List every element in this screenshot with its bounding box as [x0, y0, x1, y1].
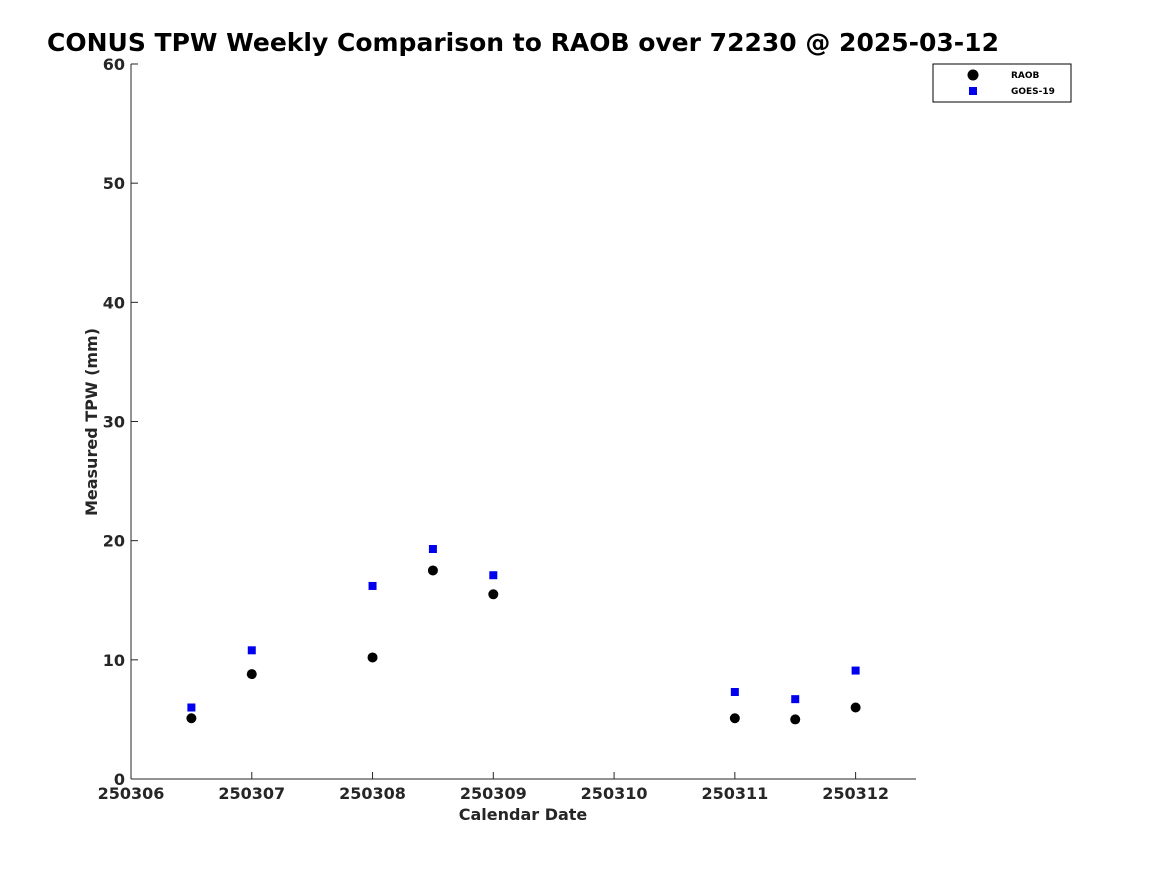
- point-goes-19: [791, 695, 800, 704]
- chart-title: CONUS TPW Weekly Comparison to RAOB over…: [47, 28, 999, 57]
- point-goes-19: [247, 646, 256, 655]
- x-tick-label: 250311: [701, 784, 768, 803]
- point-goes-19: [187, 703, 196, 712]
- y-axis-label: Measured TPW (mm): [82, 328, 101, 516]
- point-raob: [186, 713, 197, 724]
- y-tick-label: 30: [103, 413, 125, 432]
- y-tick-label: 50: [103, 174, 125, 193]
- y-tick-label: 40: [103, 293, 125, 312]
- x-tick-label: 250306: [98, 784, 165, 803]
- x-tick-label: 250307: [218, 784, 285, 803]
- point-raob: [427, 565, 438, 576]
- point-raob: [488, 589, 499, 600]
- data-points: [186, 545, 861, 725]
- x-tick-label: 250310: [581, 784, 648, 803]
- y-tick-label: 10: [103, 651, 125, 670]
- legend-marker-goes: [969, 87, 977, 95]
- point-goes-19: [489, 571, 498, 580]
- y-ticks: 0 10 20 30 40 50 60: [103, 55, 138, 789]
- legend-marker-raob: [967, 69, 979, 81]
- legend: RAOB GOES-19: [932, 63, 1072, 103]
- point-raob: [850, 702, 861, 713]
- legend-label-goes: GOES-19: [1011, 87, 1055, 97]
- point-goes-19: [730, 688, 739, 697]
- legend-box: [932, 63, 1072, 103]
- x-tick-label: 250309: [460, 784, 527, 803]
- x-tick-label: 250308: [339, 784, 406, 803]
- x-ticks: 250306 250307 250308 250309 250310 250311 2503…: [98, 772, 889, 803]
- point-raob: [246, 669, 257, 680]
- y-tick-label: 60: [103, 55, 125, 74]
- x-tick-label: 250312: [822, 784, 889, 803]
- point-goes-19: [368, 581, 377, 590]
- legend-label-raob: RAOB: [1011, 71, 1040, 81]
- point-raob: [367, 652, 378, 663]
- y-tick-label: 20: [103, 532, 125, 551]
- y-tick-label: 0: [114, 770, 125, 789]
- point-raob: [729, 713, 740, 724]
- point-raob: [790, 714, 801, 725]
- x-axis-label: Calendar Date: [459, 805, 588, 824]
- point-goes-19: [851, 666, 860, 675]
- point-goes-19: [428, 545, 437, 554]
